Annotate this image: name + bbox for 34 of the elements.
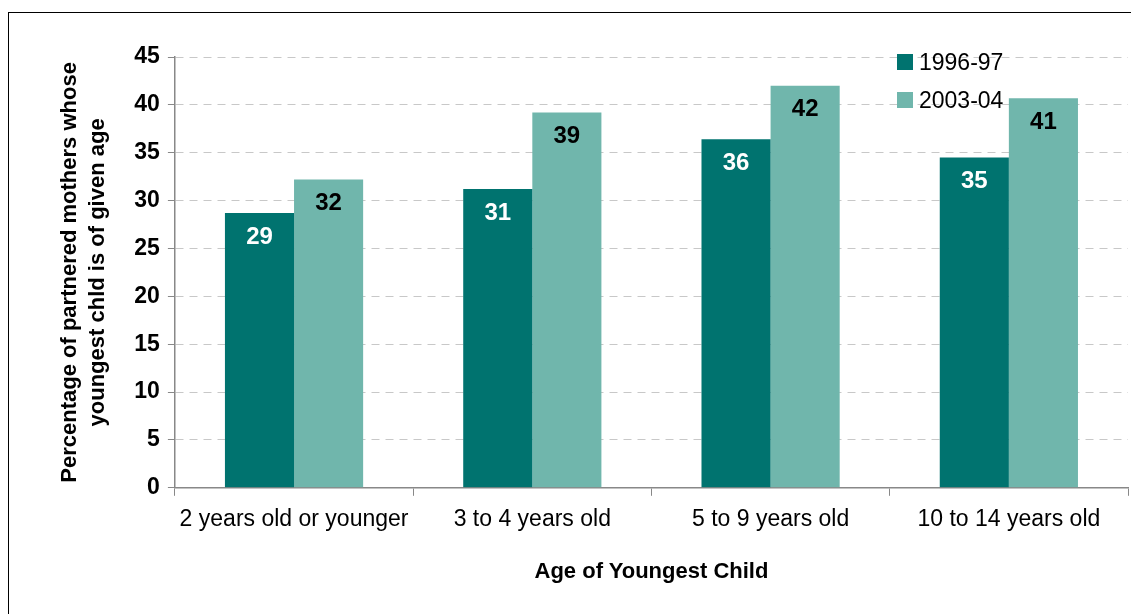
bar xyxy=(463,189,533,488)
y-tick-label: 10 xyxy=(134,377,160,404)
x-tick-label: 2 years old or younger xyxy=(179,504,409,531)
y-tick-label: 35 xyxy=(134,138,161,165)
bar xyxy=(770,85,840,488)
y-tick-label: 40 xyxy=(134,90,160,117)
data-label: 35 xyxy=(960,166,988,194)
data-label: 31 xyxy=(484,197,512,225)
bar xyxy=(1008,98,1078,488)
y-tick-label: 30 xyxy=(134,185,160,212)
data-label: 39 xyxy=(553,121,581,149)
data-label: 36 xyxy=(722,147,750,175)
legend-label: 2003-04 xyxy=(919,86,1004,114)
x-tick-label: 3 to 4 years old xyxy=(453,504,611,531)
bar xyxy=(701,139,771,488)
data-label: 41 xyxy=(1030,106,1057,134)
bar xyxy=(224,213,295,488)
x-tick-label: 10 to 14 years old xyxy=(917,504,1101,531)
legend-label: 1996-97 xyxy=(919,48,1004,76)
x-axis-title: Age of Youngest Child xyxy=(534,557,769,583)
data-label: 29 xyxy=(246,221,273,249)
x-tick-label: 5 to 9 years old xyxy=(691,504,850,531)
y-axis-title: Percentage of partnered mothers whose youngest chld is of given age xyxy=(56,62,110,483)
y-tick-label: 25 xyxy=(134,233,161,260)
bar xyxy=(939,157,1009,488)
y-tick-label: 15 xyxy=(134,329,161,356)
bar xyxy=(294,179,364,488)
y-tick-label: 5 xyxy=(147,425,161,452)
y-tick-label: 45 xyxy=(134,42,161,69)
y-tick-label: 20 xyxy=(134,281,160,308)
bar xyxy=(532,112,602,488)
data-label: 42 xyxy=(791,94,819,122)
y-tick-label: 0 xyxy=(147,473,160,500)
data-label: 32 xyxy=(315,188,342,216)
